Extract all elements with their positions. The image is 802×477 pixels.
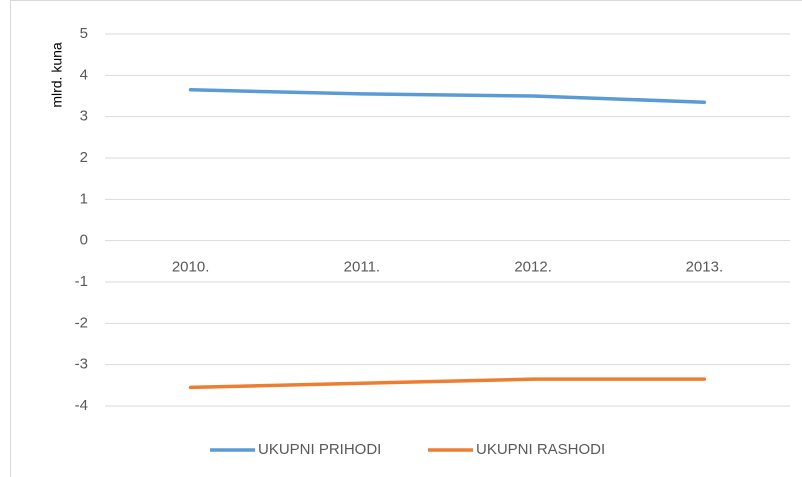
x-tick-label: 2013. [686, 259, 724, 276]
series-line [188, 377, 707, 390]
y-tick-label: -4 [75, 397, 88, 414]
y-tick-label: 3 [80, 108, 88, 125]
y-tick-label: 0 [80, 232, 88, 249]
y-tick-label: 1 [80, 190, 88, 207]
x-tick-label: 2012. [514, 259, 552, 276]
chart-border [10, 0, 802, 477]
y-tick-label: 2 [80, 149, 88, 166]
y-tick-label: -1 [75, 273, 88, 290]
series-line [188, 88, 707, 104]
x-tick-label: 2010. [172, 259, 210, 276]
x-tick-label: 2011. [344, 259, 380, 276]
y-tick-label: -3 [75, 356, 88, 373]
y-axis-label: mlrd. kuna [49, 42, 65, 108]
y-tick-label: 4 [80, 66, 88, 83]
legend-label: UKUPNI RASHODI [476, 441, 605, 458]
y-tick-label: 5 [80, 25, 88, 42]
y-tick-label: -2 [75, 314, 88, 331]
legend-label: UKUPNI PRIHODI [258, 441, 381, 458]
